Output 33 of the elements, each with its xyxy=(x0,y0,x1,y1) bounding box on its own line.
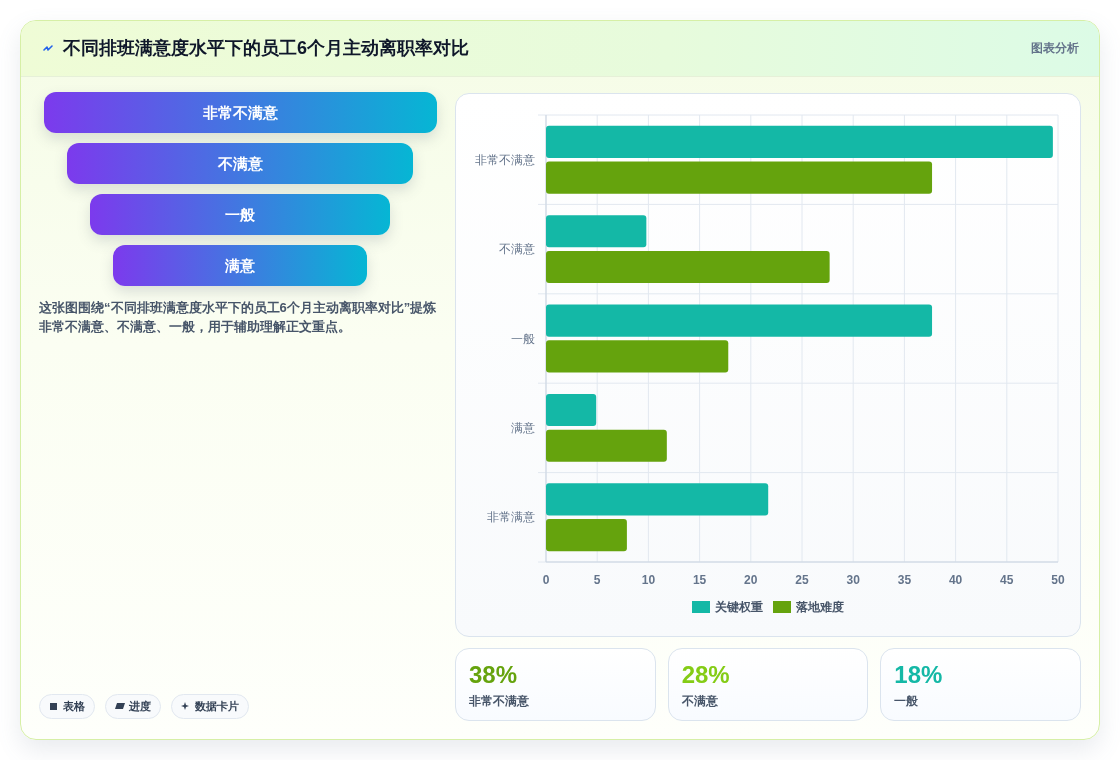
x-tick-label: 35 xyxy=(897,573,912,587)
text: 表格 xyxy=(63,699,85,714)
x-tick-label: 0 xyxy=(542,573,550,587)
x-tick-label: 15 xyxy=(692,573,707,587)
y-tick-label: 非常不满意 xyxy=(475,152,535,167)
text: 28% xyxy=(681,661,730,688)
legend-label: 关键权重 xyxy=(714,600,763,614)
y-tick-label: 满意 xyxy=(511,420,535,435)
x-tick-label: 20 xyxy=(744,573,758,587)
x-tick-label: 50 xyxy=(1051,573,1065,587)
y-tick-label: 不满意 xyxy=(499,242,535,257)
category-label: 不满意 xyxy=(681,693,718,710)
category-label: 一般 xyxy=(894,693,919,710)
text: 18% xyxy=(894,661,943,688)
x-tick-label: 30 xyxy=(846,573,861,587)
category-label: 不满意 xyxy=(66,143,414,184)
category-label: 一般 xyxy=(90,194,390,235)
text: 38% xyxy=(469,661,518,688)
x-tick-label: 45 xyxy=(1000,573,1014,587)
x-tick-label: 5 xyxy=(593,573,601,587)
y-tick-label: 非常满意 xyxy=(487,510,535,525)
text: 图表分析 xyxy=(1031,40,1079,57)
category-label: 非常不满意 xyxy=(43,92,437,133)
text: 进度 xyxy=(129,699,151,714)
legend-label: 落地难度 xyxy=(795,600,844,614)
y-tick-label: 一般 xyxy=(511,331,535,346)
x-tick-label: 25 xyxy=(795,573,809,587)
category-label: 满意 xyxy=(113,245,367,286)
x-tick-label: 10 xyxy=(641,573,656,587)
text: 数据卡片 xyxy=(195,699,239,714)
x-tick-label: 40 xyxy=(948,573,963,587)
text: 这张图围绕“不同排班满意度水平下的员工6个月主动离职率对比”提炼非常不满意、不满意、一般，用于辅助理解正文重点。 xyxy=(39,299,438,336)
text: 不同排班满意度水平下的员工6个月主动离职率对比 xyxy=(63,37,470,60)
